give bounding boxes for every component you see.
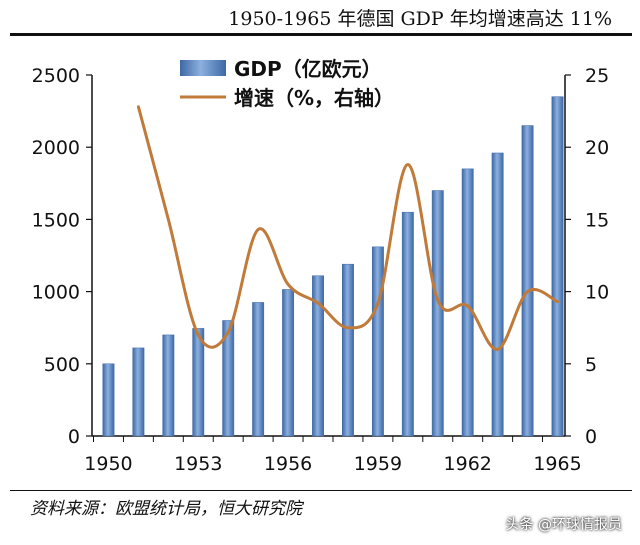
right-tick-label: 0 — [585, 426, 597, 448]
gdp-bar — [521, 125, 534, 437]
gdp-bar — [312, 275, 324, 437]
legend-label-gdp: GDP（亿欧元） — [234, 57, 382, 81]
footer-divider — [10, 490, 632, 491]
x-tick-label: 1965 — [533, 453, 581, 475]
right-tick-label: 20 — [585, 137, 609, 159]
gdp-bar — [222, 320, 235, 437]
right-tick-label: 15 — [585, 209, 609, 231]
source-note: 资料来源：欧盟统计局，恒大研究院 — [30, 499, 302, 519]
x-tick-label: 1950 — [84, 453, 132, 475]
gdp-bar — [401, 211, 414, 437]
x-tick-label: 1962 — [444, 453, 492, 475]
legend-label-growth: 增速（%，右轴） — [234, 86, 394, 110]
chart: 0 500 1000 1500 2000 2500 0 5 10 15 20 25 1950 1953 19… — [32, 57, 610, 475]
gdp-bar — [342, 263, 354, 437]
legend-swatch-gdp — [180, 60, 226, 76]
gdp-bar — [461, 168, 474, 437]
gdp-bar — [431, 190, 444, 437]
chart-title: 1950-1965 年德国 GDP 年均增速高达 11% — [228, 8, 612, 30]
left-tick-label: 500 — [44, 354, 80, 376]
right-tick-label: 5 — [585, 354, 597, 376]
gdp-bar — [371, 246, 384, 437]
gdp-bar — [102, 363, 115, 437]
left-tick-label: 2500 — [32, 65, 80, 87]
x-tick-label: 1953 — [174, 453, 222, 475]
left-tick-label: 0 — [68, 426, 80, 448]
gdp-bar — [282, 289, 295, 437]
left-tick-label: 1500 — [32, 209, 80, 231]
x-tick-label: 1959 — [354, 453, 402, 475]
watermark: 头条 @环球情报员 — [505, 517, 622, 533]
gdp-bar — [132, 347, 145, 437]
gdp-bar — [252, 302, 265, 437]
x-tick-label: 1956 — [264, 453, 312, 475]
right-tick-label: 10 — [585, 282, 609, 304]
gdp-bar — [491, 152, 504, 437]
left-tick-label: 1000 — [32, 282, 80, 304]
gdp-bar — [162, 334, 175, 437]
title-divider — [10, 33, 632, 36]
gdp-bar — [551, 96, 564, 437]
left-tick-label: 2000 — [32, 137, 80, 159]
growth-line — [136, 105, 560, 351]
gdp-bar — [192, 328, 205, 437]
right-tick-label: 25 — [585, 65, 609, 87]
